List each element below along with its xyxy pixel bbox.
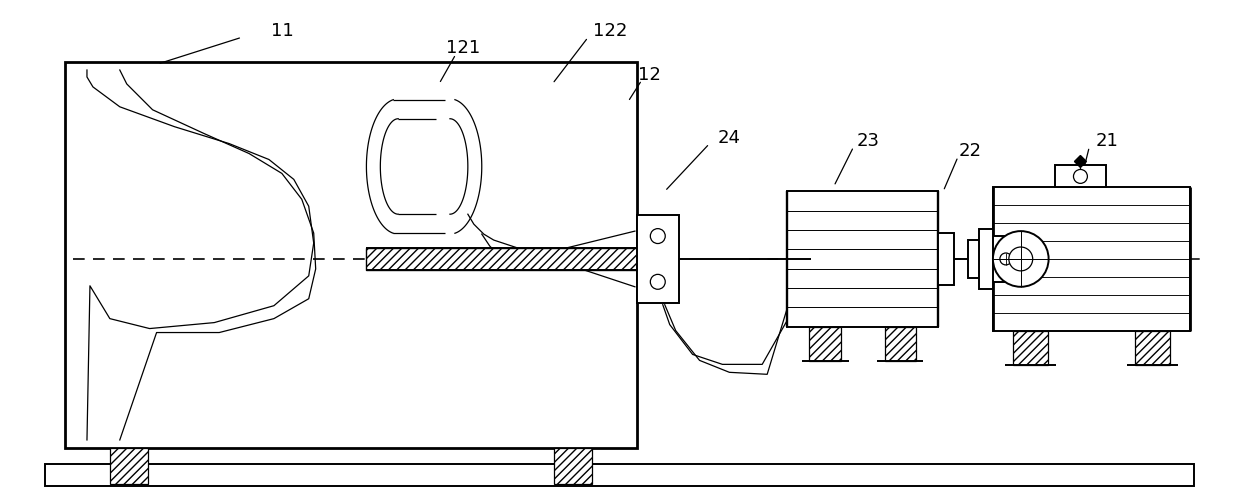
Bar [980,229,993,289]
Bar [554,448,593,484]
Text: 22: 22 [959,141,982,159]
Bar [637,216,678,303]
Circle shape [1009,247,1033,272]
Bar [64,63,637,448]
Bar [45,464,1194,485]
Text: 21: 21 [1096,131,1118,149]
Bar [787,192,939,327]
Circle shape [999,254,1012,266]
Text: 11: 11 [270,22,293,40]
Text: 23: 23 [857,131,880,149]
Bar [968,240,981,278]
Polygon shape [1075,156,1086,168]
Circle shape [1074,170,1087,184]
Text: 24: 24 [718,128,740,146]
Bar [366,248,637,271]
Bar [884,327,916,362]
Circle shape [650,275,665,290]
Bar [992,236,1006,282]
Text: 121: 121 [445,39,480,57]
Text: 12: 12 [639,66,661,84]
Bar [993,188,1190,331]
Bar [808,327,841,362]
Bar [110,448,148,484]
Bar [1054,166,1106,188]
Circle shape [993,231,1049,287]
Bar [939,233,954,285]
Bar [1013,331,1048,366]
Bar [1135,331,1171,366]
Circle shape [650,229,665,244]
Text: 122: 122 [593,22,627,40]
